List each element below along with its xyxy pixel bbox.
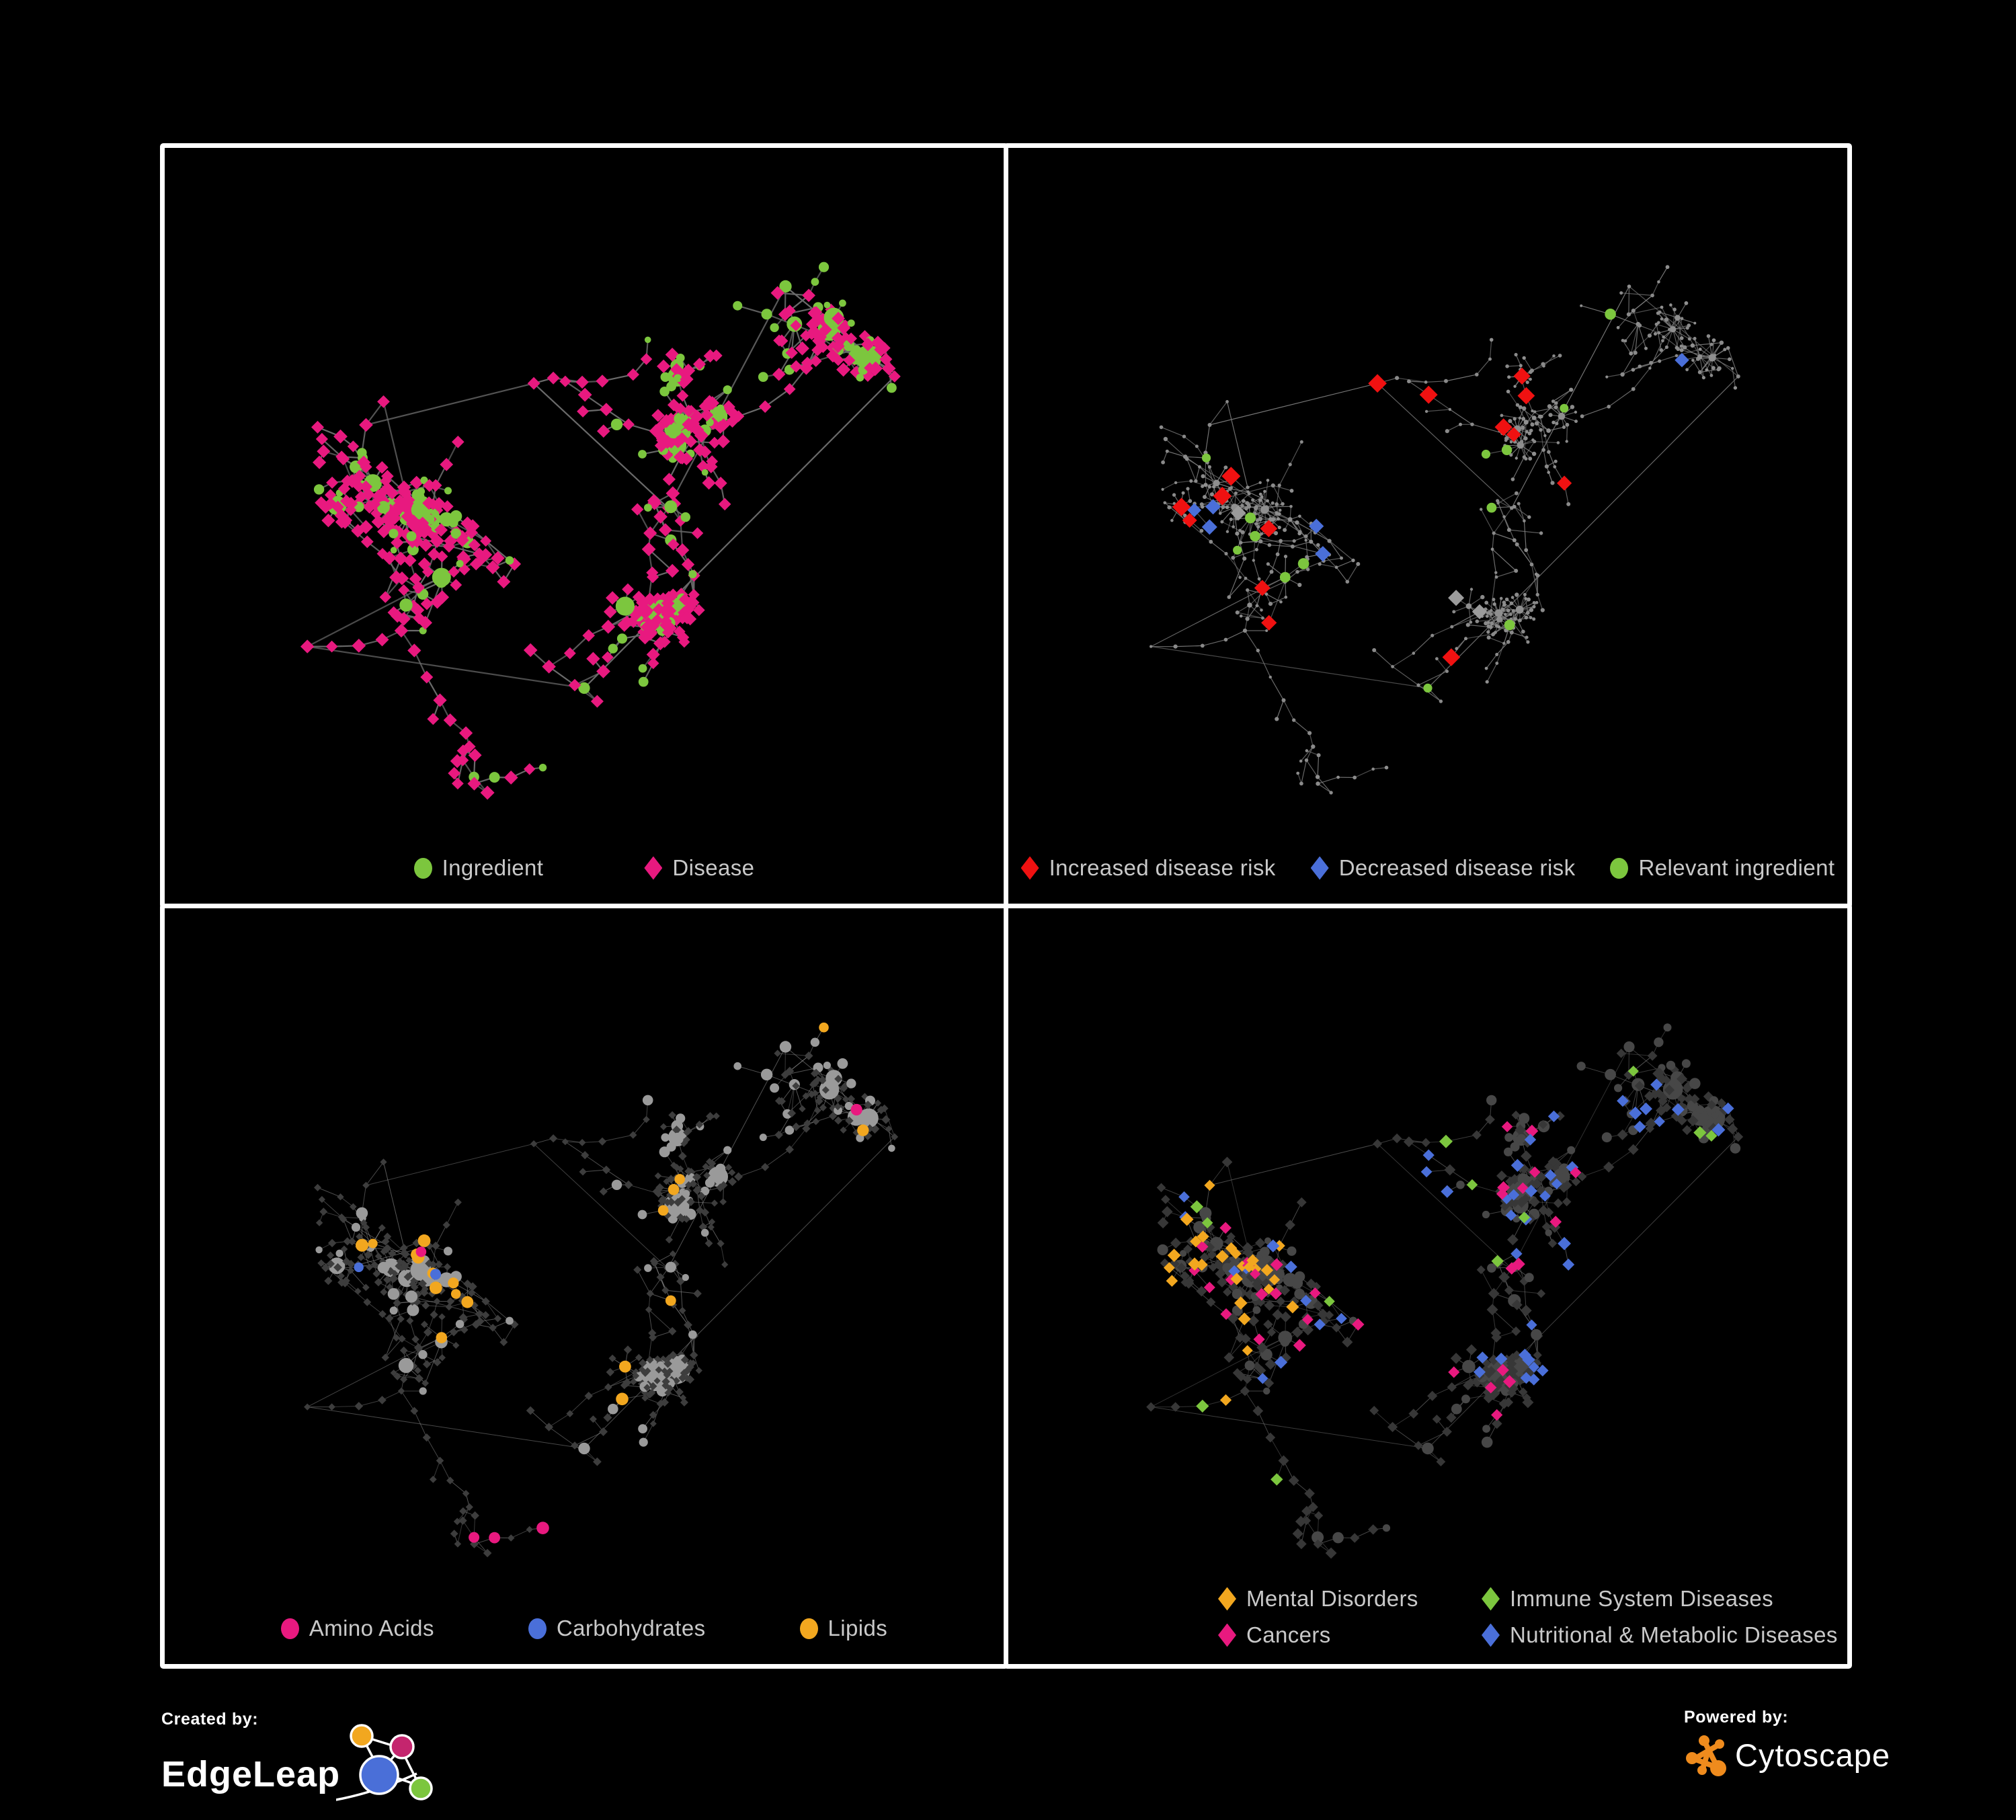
legend-label: Relevant ingredient (1638, 855, 1835, 880)
cytoscape-logo-icon (1686, 1735, 1726, 1776)
powered-by-label: Powered by: (1684, 1708, 1789, 1727)
legend-item-nutritional-metabolic-diseases: Nutritional & Metabolic Diseases (1482, 1622, 1838, 1648)
edgeleap-logo-icon (336, 1724, 433, 1801)
lipids-marker-icon (799, 1618, 818, 1639)
legend-label: Disease (672, 855, 755, 880)
legend-label: Lipids (828, 1616, 888, 1640)
legend-label: Cancers (1246, 1622, 1331, 1647)
decreased-risk-marker-icon (1310, 856, 1329, 880)
cytoscape-wordmark: Cytoscape (1735, 1737, 1891, 1773)
legend-item-relevant-ingredient: Relevant ingredient (1610, 855, 1834, 881)
legend-label: Immune System Diseases (1510, 1586, 1774, 1611)
legend-disease-risk: Increased disease risk Decreased disease… (1008, 855, 1847, 881)
network-graph-ingredient-disease (300, 262, 901, 800)
legend-label: Nutritional & Metabolic Diseases (1510, 1622, 1838, 1647)
network-graph-disease-categories (1146, 1023, 1744, 1559)
legend-item-amino-acids: Amino Acids (280, 1616, 434, 1641)
legend-disease-categories: Mental Disorders Immune System Diseases … (1218, 1586, 1838, 1648)
created-by-label: Created by: (161, 1710, 259, 1729)
legend-label: Mental Disorders (1246, 1586, 1418, 1611)
legend-item-cancers: Cancers (1218, 1622, 1482, 1648)
disease-marker-icon (644, 856, 663, 880)
mental-disorders-marker-icon (1218, 1587, 1236, 1611)
legend-label: Decreased disease risk (1338, 855, 1576, 880)
legend-label: Carbohydrates (556, 1616, 706, 1640)
cancers-marker-icon (1218, 1623, 1236, 1647)
amino-acids-marker-icon (280, 1618, 299, 1639)
legend-item-carbohydrates: Carbohydrates (528, 1616, 706, 1641)
legend-item-disease: Disease (644, 855, 754, 881)
legend-macronutrients: Amino Acids Carbohydrates Lipids (165, 1616, 1004, 1641)
edgeleap-wordmark: EdgeLeap (161, 1754, 341, 1794)
legend-item-immune-system-diseases: Immune System Diseases (1482, 1586, 1838, 1612)
legend-item-lipids: Lipids (799, 1616, 888, 1641)
legend-label: Ingredient (442, 855, 544, 880)
edgeleap-credit: Created by: EdgeLeap (161, 1710, 444, 1815)
ingredient-marker-icon (413, 857, 432, 879)
cytoscape-credit: Powered by: Cytoscape (1684, 1708, 1890, 1777)
legend-ingredient-disease: Ingredient Disease (165, 855, 1004, 881)
immune-system-diseases-marker-icon (1482, 1587, 1500, 1611)
legend-label: Amino Acids (309, 1616, 434, 1640)
legend-item-ingredient: Ingredient (413, 855, 544, 881)
panel-disease-categories: Mental Disorders Immune System Diseases … (1004, 904, 1852, 1669)
increased-risk-marker-icon (1020, 856, 1039, 880)
legend-item-increased-risk: Increased disease risk (1020, 855, 1276, 881)
carbohydrates-marker-icon (528, 1618, 547, 1639)
relevant-ingredient-marker-icon (1610, 857, 1629, 879)
legend-item-mental-disorders: Mental Disorders (1218, 1586, 1482, 1612)
network-graph-macronutrients (304, 1022, 899, 1558)
panel-macronutrients: Amino Acids Carbohydrates Lipids (160, 904, 1008, 1669)
nutritional-metabolic-marker-icon (1482, 1623, 1500, 1647)
legend-label: Increased disease risk (1049, 855, 1276, 880)
panel-disease-risk: Increased disease risk Decreased disease… (1004, 143, 1852, 908)
network-graph-disease-risk (1150, 265, 1740, 795)
panel-ingredient-disease: Ingredient Disease (160, 143, 1008, 908)
legend-item-decreased-risk: Decreased disease risk (1310, 855, 1576, 881)
